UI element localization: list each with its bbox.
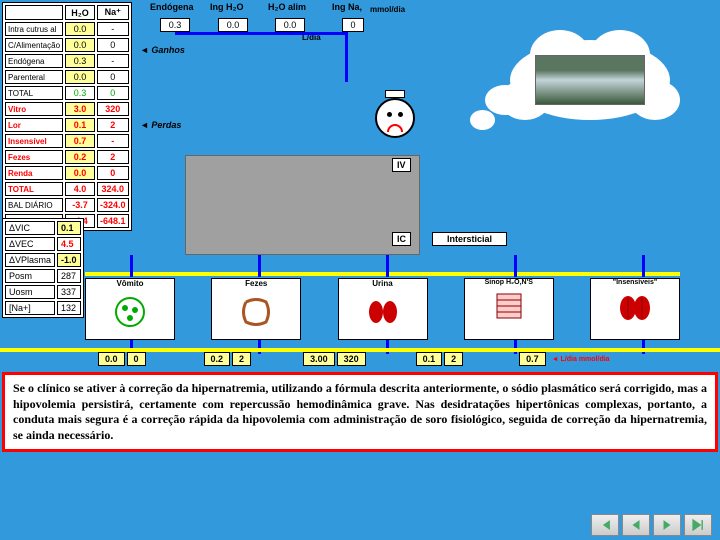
organ-row: Vômito Fezes Urina Sinop H₂O,N'S "Insens… — [85, 278, 680, 348]
connector — [175, 32, 345, 35]
organ-vomito: Vômito — [85, 278, 175, 340]
patient-face-icon — [370, 90, 420, 145]
endogena-header: Endógena — [150, 2, 194, 12]
clinical-text: Se o clínico se ativer à correção da hip… — [2, 372, 718, 452]
connector-band — [85, 272, 680, 276]
ing-na-value[interactable]: 0 — [342, 18, 364, 32]
organ-urina: Urina — [338, 278, 428, 340]
connector — [130, 255, 133, 277]
ganhos-label: ◄ Ganhos — [140, 45, 185, 55]
connector — [642, 255, 645, 277]
connector — [514, 255, 517, 277]
organ-sinop: Sinop H₂O,N'S — [464, 278, 554, 340]
h2o-alim-value[interactable]: 0.0 — [275, 18, 305, 32]
mmol-label: mmol/dia — [370, 5, 405, 14]
endogena-value[interactable]: 0.3 — [160, 18, 190, 32]
nav-next-button[interactable] — [653, 514, 681, 536]
perdas-label: ◄ Perdas — [140, 120, 181, 130]
ing-h2o-value[interactable]: 0.0 — [218, 18, 248, 32]
thought-cloud — [500, 40, 680, 130]
organ-insensiveis: "Insensíveis" — [590, 278, 680, 340]
iv-label: IV — [392, 158, 411, 172]
h2o-alim-header: H₂O alim — [268, 2, 306, 12]
compartment-box — [185, 155, 420, 255]
intersticial-label: Intersticial — [432, 232, 507, 246]
ing-na-header: Ing Na, — [332, 2, 362, 12]
output-values: 0.00 0.22 3.00320 0.12 0.7 ◄ L/dia mmol/… — [2, 350, 718, 368]
balance-table: H₂ONa⁺ Intra cutrus al0.0- C/Alimentação… — [2, 2, 132, 231]
connector — [386, 255, 389, 277]
nav-buttons — [591, 514, 712, 536]
nav-last-button[interactable] — [684, 514, 712, 536]
ing-h2o-header: Ing H₂O — [210, 2, 244, 12]
connector — [345, 32, 348, 82]
connector — [258, 255, 261, 277]
delta-table: ΔVIC0.1 ΔVEC4.5 ΔVPlasma-1.0 Posm287 Uos… — [2, 218, 84, 318]
waterfall-image — [535, 55, 645, 105]
nav-first-button[interactable] — [591, 514, 619, 536]
organ-fezes: Fezes — [211, 278, 301, 340]
yellow-band — [0, 348, 720, 352]
ic-label: IC — [392, 232, 411, 246]
nav-prev-button[interactable] — [622, 514, 650, 536]
